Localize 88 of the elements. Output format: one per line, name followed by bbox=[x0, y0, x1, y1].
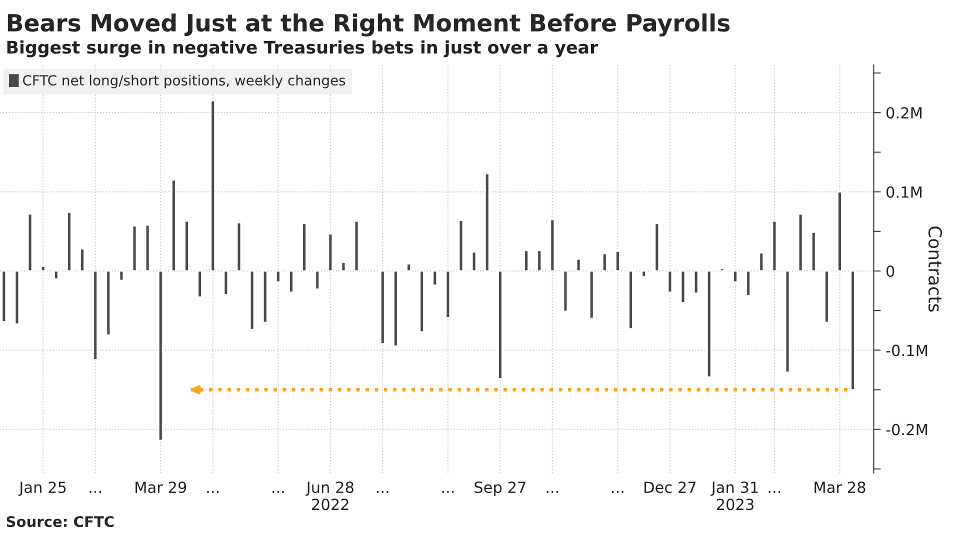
y-tick-label: -0.1M bbox=[886, 344, 927, 356]
bar bbox=[197, 270, 202, 298]
bar bbox=[693, 270, 699, 294]
x-tick-label: ... bbox=[90, 490, 101, 493]
y-tick-label: 0.1M bbox=[886, 186, 922, 198]
bar bbox=[432, 270, 438, 286]
bar bbox=[850, 270, 856, 390]
bar bbox=[184, 220, 190, 272]
bar bbox=[458, 220, 464, 272]
bar bbox=[524, 250, 529, 272]
x-tick-label: ... bbox=[612, 490, 624, 493]
legend-label: CFTC net long/short positions, weekly changes bbox=[23, 74, 346, 88]
bar bbox=[54, 270, 59, 280]
bar bbox=[498, 270, 503, 380]
x-tick-label: Sep 27 bbox=[474, 482, 526, 496]
y-tick-label: -0.2M bbox=[886, 424, 927, 436]
bar bbox=[784, 270, 790, 374]
bar bbox=[798, 213, 804, 272]
bar bbox=[328, 233, 334, 272]
bar bbox=[706, 270, 712, 378]
bar bbox=[772, 220, 778, 272]
bar bbox=[1, 270, 7, 322]
bar bbox=[810, 231, 816, 272]
bar bbox=[158, 270, 164, 442]
bar bbox=[14, 270, 20, 325]
bar bbox=[262, 270, 268, 324]
bar bbox=[106, 270, 112, 336]
x-tick-label: ... bbox=[272, 490, 284, 493]
chart-subtitle: Biggest surge in negative Treasuries bets in just over a year bbox=[7, 40, 598, 58]
bar bbox=[654, 222, 660, 272]
bar bbox=[471, 251, 477, 272]
x-tick-label: Mar 28 bbox=[814, 482, 866, 494]
x-tick-label: ... bbox=[207, 490, 219, 493]
bar bbox=[824, 270, 830, 324]
bar bbox=[732, 270, 738, 283]
bar bbox=[588, 270, 594, 320]
x-tick-label: Jun 28 2022 bbox=[306, 482, 354, 510]
x-tick-label: Mar 29 bbox=[136, 482, 186, 494]
y-axis-title: Contracts bbox=[928, 226, 942, 312]
x-tick-label: Dec 27 bbox=[644, 482, 696, 494]
y-tick-label: 0.2M bbox=[886, 107, 922, 119]
bar bbox=[536, 250, 542, 272]
bar bbox=[615, 250, 620, 272]
bar bbox=[92, 270, 98, 360]
bar bbox=[40, 266, 46, 272]
bar bbox=[445, 270, 451, 318]
x-tick-label: Jan 31 2023 bbox=[710, 482, 758, 510]
bar bbox=[210, 100, 216, 272]
bar bbox=[550, 218, 556, 272]
bar bbox=[236, 222, 242, 272]
bar bbox=[132, 225, 138, 272]
bar bbox=[628, 270, 634, 330]
bar bbox=[354, 220, 360, 272]
bar bbox=[562, 270, 568, 312]
bar bbox=[66, 212, 72, 272]
x-tick-label: ... bbox=[377, 490, 388, 493]
source-note: Source: CFTC bbox=[6, 516, 114, 528]
bar bbox=[249, 270, 255, 330]
bar bbox=[223, 270, 229, 296]
bar bbox=[576, 258, 582, 272]
bar bbox=[80, 248, 85, 272]
bar bbox=[720, 268, 725, 272]
bar bbox=[680, 270, 686, 304]
bar bbox=[288, 270, 294, 294]
x-tick-label: ... bbox=[768, 490, 780, 493]
bar bbox=[171, 179, 176, 272]
bar bbox=[641, 270, 646, 278]
bar bbox=[419, 270, 424, 333]
bar bbox=[758, 252, 764, 272]
bar bbox=[602, 252, 608, 272]
bar bbox=[340, 262, 346, 272]
bar bbox=[393, 270, 398, 347]
y-tick-label: 0 bbox=[886, 265, 894, 277]
bar bbox=[144, 224, 150, 272]
chart-title: Bears Moved Just at the Right Moment Before Payrolls bbox=[8, 13, 730, 36]
bar bbox=[276, 270, 281, 283]
x-tick-label: ... bbox=[442, 490, 454, 493]
bar bbox=[118, 270, 124, 282]
x-tick-label: ... bbox=[546, 490, 558, 493]
x-tick-label: Jan 25 bbox=[18, 482, 66, 496]
bar bbox=[314, 270, 320, 290]
bar bbox=[484, 172, 490, 272]
bar bbox=[746, 270, 751, 296]
bar bbox=[302, 222, 307, 272]
bar bbox=[27, 213, 33, 272]
bar bbox=[837, 191, 842, 272]
bar bbox=[380, 270, 386, 345]
bar bbox=[406, 263, 412, 272]
